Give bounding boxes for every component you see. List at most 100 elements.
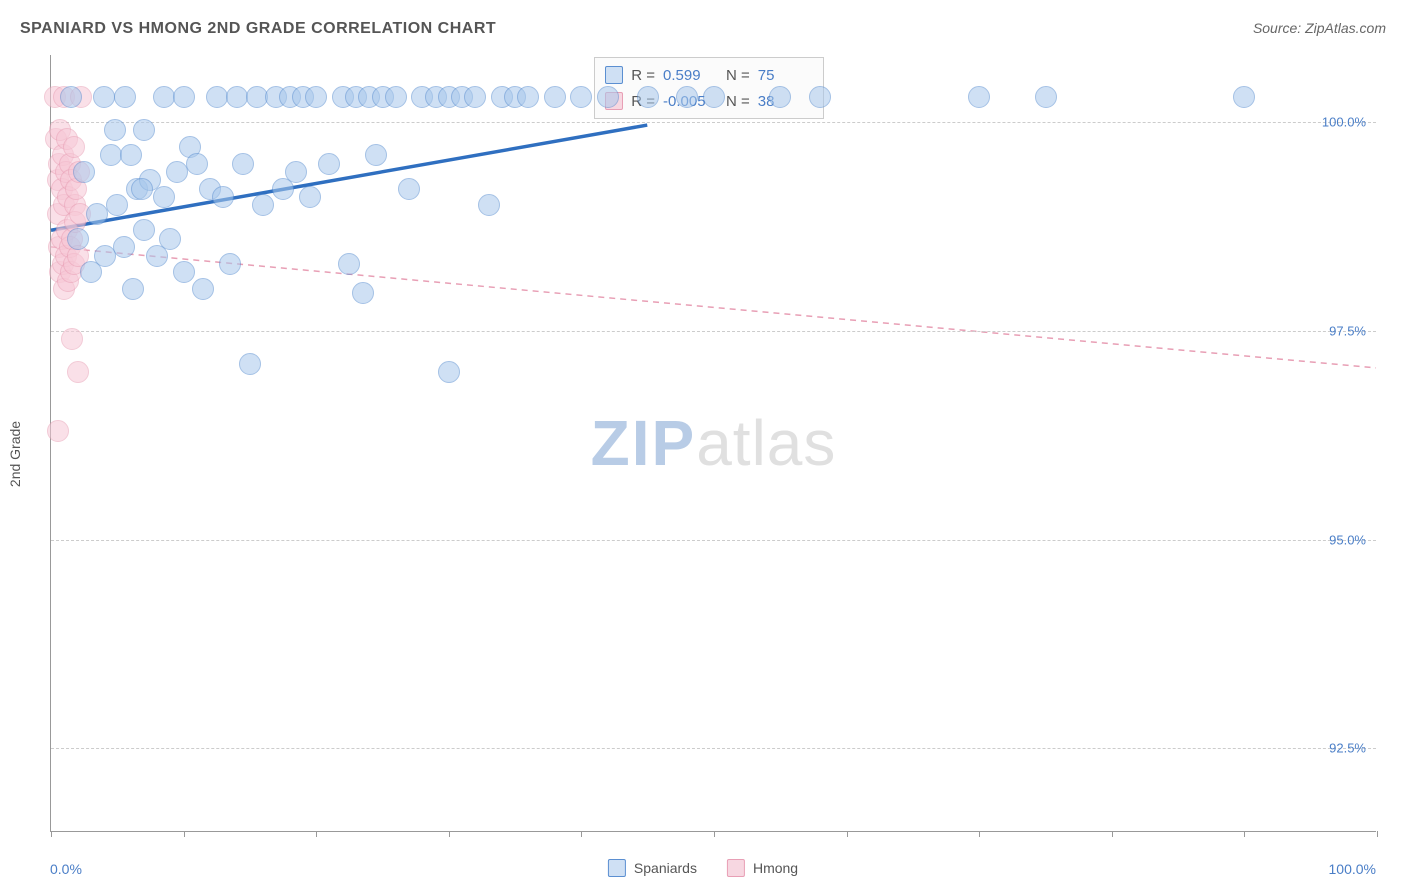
- data-point: [285, 161, 307, 183]
- data-point: [153, 86, 175, 108]
- data-point: [73, 161, 95, 183]
- data-point: [122, 278, 144, 300]
- data-point: [100, 144, 122, 166]
- chart-title: SPANIARD VS HMONG 2ND GRADE CORRELATION …: [20, 20, 496, 37]
- data-point: [517, 86, 539, 108]
- x-tick: [51, 831, 52, 837]
- data-point: [637, 86, 659, 108]
- data-point: [173, 261, 195, 283]
- data-point: [252, 194, 274, 216]
- n-label: N =: [726, 67, 750, 84]
- data-point: [1233, 86, 1255, 108]
- data-point: [597, 86, 619, 108]
- data-point: [61, 328, 83, 350]
- data-point: [385, 86, 407, 108]
- data-point: [60, 86, 82, 108]
- data-point: [769, 86, 791, 108]
- data-point: [63, 136, 85, 158]
- y-axis-label: 2nd Grade: [7, 421, 23, 487]
- data-point: [131, 178, 153, 200]
- gridline: [51, 331, 1376, 332]
- data-point: [246, 86, 268, 108]
- r-label: R =: [631, 67, 655, 84]
- data-point: [153, 186, 175, 208]
- data-point: [352, 282, 374, 304]
- data-point: [93, 86, 115, 108]
- data-point: [47, 420, 69, 442]
- x-tick: [979, 831, 980, 837]
- data-point: [159, 228, 181, 250]
- data-point: [166, 161, 188, 183]
- data-point: [114, 86, 136, 108]
- x-tick: [1377, 831, 1378, 837]
- data-point: [67, 361, 89, 383]
- gridline: [51, 540, 1376, 541]
- stats-row: R = 0.599 N = 75: [605, 62, 813, 88]
- data-point: [438, 361, 460, 383]
- data-point: [305, 86, 327, 108]
- data-point: [365, 144, 387, 166]
- data-point: [133, 119, 155, 141]
- data-point: [186, 153, 208, 175]
- scatter-plot: ZIPatlas R =0.599N =75R =-0.005N =38 92.…: [50, 55, 1376, 832]
- data-point: [192, 278, 214, 300]
- x-min-label: 0.0%: [50, 861, 82, 877]
- data-point: [113, 236, 135, 258]
- data-point: [478, 194, 500, 216]
- data-point: [464, 86, 486, 108]
- data-point: [104, 119, 126, 141]
- legend: Spaniards Hmong: [608, 859, 798, 877]
- r-value: 0.599: [663, 67, 718, 84]
- x-tick: [449, 831, 450, 837]
- trend-line: [51, 247, 1376, 368]
- data-point: [1035, 86, 1057, 108]
- data-point: [86, 203, 108, 225]
- data-point: [809, 86, 831, 108]
- x-tick: [316, 831, 317, 837]
- data-point: [570, 86, 592, 108]
- gridline: [51, 122, 1376, 123]
- x-tick: [1112, 831, 1113, 837]
- n-value: 75: [758, 67, 813, 84]
- data-point: [318, 153, 340, 175]
- data-point: [232, 153, 254, 175]
- legend-item: Spaniards: [608, 859, 697, 877]
- x-tick: [184, 831, 185, 837]
- legend-label: Spaniards: [634, 860, 697, 876]
- blue-swatch-icon: [605, 66, 623, 84]
- data-point: [544, 86, 566, 108]
- x-tick: [847, 831, 848, 837]
- data-point: [226, 86, 248, 108]
- x-tick: [714, 831, 715, 837]
- data-point: [239, 353, 261, 375]
- n-label: N =: [726, 93, 750, 110]
- data-point: [338, 253, 360, 275]
- y-tick-label: 95.0%: [1329, 532, 1366, 547]
- data-point: [219, 253, 241, 275]
- y-tick-label: 100.0%: [1322, 114, 1366, 129]
- data-point: [120, 144, 142, 166]
- watermark: ZIPatlas: [591, 406, 837, 480]
- data-point: [212, 186, 234, 208]
- data-point: [676, 86, 698, 108]
- data-point: [703, 86, 725, 108]
- legend-label: Hmong: [753, 860, 798, 876]
- data-point: [133, 219, 155, 241]
- x-max-label: 100.0%: [1329, 861, 1376, 877]
- data-point: [968, 86, 990, 108]
- data-point: [106, 194, 128, 216]
- data-point: [299, 186, 321, 208]
- source-label: Source: ZipAtlas.com: [1253, 20, 1386, 36]
- data-point: [206, 86, 228, 108]
- data-point: [67, 228, 89, 250]
- blue-swatch-icon: [608, 859, 626, 877]
- y-tick-label: 97.5%: [1329, 323, 1366, 338]
- y-tick-label: 92.5%: [1329, 741, 1366, 756]
- x-tick: [1244, 831, 1245, 837]
- pink-swatch-icon: [727, 859, 745, 877]
- data-point: [398, 178, 420, 200]
- legend-item: Hmong: [727, 859, 798, 877]
- data-point: [173, 86, 195, 108]
- gridline: [51, 748, 1376, 749]
- x-tick: [581, 831, 582, 837]
